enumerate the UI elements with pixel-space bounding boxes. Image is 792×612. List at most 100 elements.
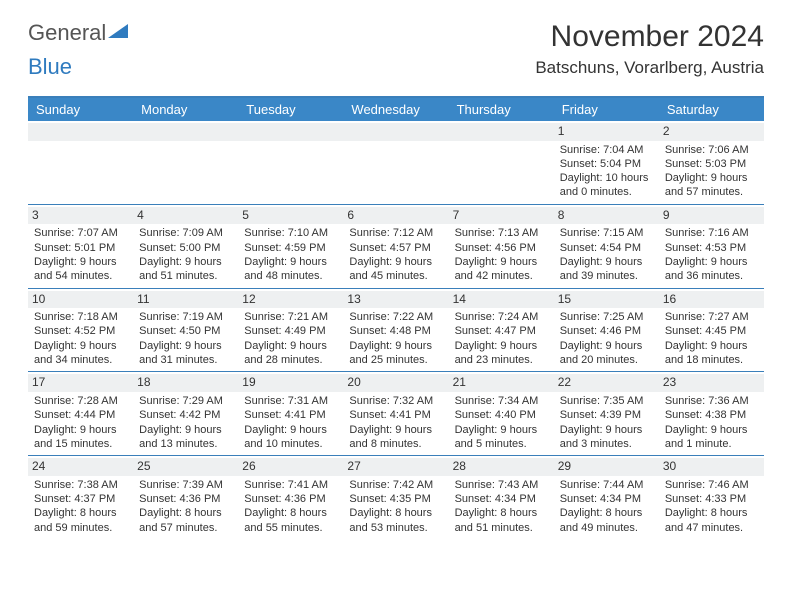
month-title: November 2024 — [535, 20, 764, 54]
day-cell: 6Sunrise: 7:12 AMSunset: 4:57 PMDaylight… — [343, 205, 448, 288]
sunrise-text: Sunrise: 7:12 AM — [349, 226, 442, 240]
daylight-text: Daylight: 9 hours and 54 minutes. — [34, 255, 127, 284]
day-number: 30 — [659, 458, 764, 476]
daylight-text: Daylight: 9 hours and 18 minutes. — [665, 339, 758, 368]
sunrise-text: Sunrise: 7:25 AM — [560, 310, 653, 324]
sunrise-text: Sunrise: 7:38 AM — [34, 478, 127, 492]
day-number: 21 — [449, 374, 554, 392]
day-number: 3 — [28, 207, 133, 225]
day-number: 18 — [133, 374, 238, 392]
calendar: Sunday Monday Tuesday Wednesday Thursday… — [28, 96, 764, 539]
daylight-text: Daylight: 9 hours and 31 minutes. — [139, 339, 232, 368]
day-cell — [28, 121, 133, 204]
sunset-text: Sunset: 4:52 PM — [34, 324, 127, 338]
sunset-text: Sunset: 4:48 PM — [349, 324, 442, 338]
daylight-text: Daylight: 9 hours and 28 minutes. — [244, 339, 337, 368]
sunrise-text: Sunrise: 7:10 AM — [244, 226, 337, 240]
sunset-text: Sunset: 4:36 PM — [244, 492, 337, 506]
sunset-text: Sunset: 4:54 PM — [560, 241, 653, 255]
day-cell: 22Sunrise: 7:35 AMSunset: 4:39 PMDayligh… — [554, 372, 659, 455]
day-number: 4 — [133, 207, 238, 225]
sunset-text: Sunset: 4:57 PM — [349, 241, 442, 255]
brand-triangle-icon — [108, 20, 128, 46]
sunset-text: Sunset: 4:56 PM — [455, 241, 548, 255]
sunrise-text: Sunrise: 7:32 AM — [349, 394, 442, 408]
day-number: 24 — [28, 458, 133, 476]
day-cell: 12Sunrise: 7:21 AMSunset: 4:49 PMDayligh… — [238, 289, 343, 372]
day-cell: 8Sunrise: 7:15 AMSunset: 4:54 PMDaylight… — [554, 205, 659, 288]
week-row: 3Sunrise: 7:07 AMSunset: 5:01 PMDaylight… — [28, 204, 764, 288]
daylight-text: Daylight: 9 hours and 20 minutes. — [560, 339, 653, 368]
sunset-text: Sunset: 4:38 PM — [665, 408, 758, 422]
daylight-text: Daylight: 9 hours and 57 minutes. — [665, 171, 758, 200]
sunset-text: Sunset: 5:01 PM — [34, 241, 127, 255]
day-number: 8 — [554, 207, 659, 225]
sunrise-text: Sunrise: 7:18 AM — [34, 310, 127, 324]
daylight-text: Daylight: 8 hours and 59 minutes. — [34, 506, 127, 535]
sunrise-text: Sunrise: 7:29 AM — [139, 394, 232, 408]
day-cell: 15Sunrise: 7:25 AMSunset: 4:46 PMDayligh… — [554, 289, 659, 372]
day-cell: 18Sunrise: 7:29 AMSunset: 4:42 PMDayligh… — [133, 372, 238, 455]
day-cell: 17Sunrise: 7:28 AMSunset: 4:44 PMDayligh… — [28, 372, 133, 455]
empty-day-bar — [133, 123, 238, 141]
empty-day-bar — [343, 123, 448, 141]
brand-part2: Blue — [28, 54, 764, 80]
day-cell: 16Sunrise: 7:27 AMSunset: 4:45 PMDayligh… — [659, 289, 764, 372]
brand-logo: General — [28, 20, 128, 46]
day-number: 27 — [343, 458, 448, 476]
day-cell: 7Sunrise: 7:13 AMSunset: 4:56 PMDaylight… — [449, 205, 554, 288]
day-cell: 13Sunrise: 7:22 AMSunset: 4:48 PMDayligh… — [343, 289, 448, 372]
sunset-text: Sunset: 4:41 PM — [244, 408, 337, 422]
daylight-text: Daylight: 9 hours and 10 minutes. — [244, 423, 337, 452]
day-number: 19 — [238, 374, 343, 392]
sunset-text: Sunset: 4:36 PM — [139, 492, 232, 506]
day-cell: 20Sunrise: 7:32 AMSunset: 4:41 PMDayligh… — [343, 372, 448, 455]
day-number: 11 — [133, 291, 238, 309]
day-number: 17 — [28, 374, 133, 392]
day-number: 20 — [343, 374, 448, 392]
daylight-text: Daylight: 9 hours and 45 minutes. — [349, 255, 442, 284]
day-number: 12 — [238, 291, 343, 309]
sunrise-text: Sunrise: 7:04 AM — [560, 143, 653, 157]
sunset-text: Sunset: 4:53 PM — [665, 241, 758, 255]
weekday-header: Monday — [133, 98, 238, 121]
daylight-text: Daylight: 9 hours and 5 minutes. — [455, 423, 548, 452]
sunrise-text: Sunrise: 7:41 AM — [244, 478, 337, 492]
day-cell: 25Sunrise: 7:39 AMSunset: 4:36 PMDayligh… — [133, 456, 238, 539]
day-number: 9 — [659, 207, 764, 225]
sunset-text: Sunset: 4:45 PM — [665, 324, 758, 338]
sunrise-text: Sunrise: 7:13 AM — [455, 226, 548, 240]
day-number: 25 — [133, 458, 238, 476]
day-cell: 27Sunrise: 7:42 AMSunset: 4:35 PMDayligh… — [343, 456, 448, 539]
day-cell: 9Sunrise: 7:16 AMSunset: 4:53 PMDaylight… — [659, 205, 764, 288]
day-number: 1 — [554, 123, 659, 141]
day-cell: 3Sunrise: 7:07 AMSunset: 5:01 PMDaylight… — [28, 205, 133, 288]
brand-part1: General — [28, 20, 106, 46]
daylight-text: Daylight: 8 hours and 51 minutes. — [455, 506, 548, 535]
week-row: 17Sunrise: 7:28 AMSunset: 4:44 PMDayligh… — [28, 371, 764, 455]
sunrise-text: Sunrise: 7:07 AM — [34, 226, 127, 240]
week-row: 1Sunrise: 7:04 AMSunset: 5:04 PMDaylight… — [28, 121, 764, 204]
day-cell: 28Sunrise: 7:43 AMSunset: 4:34 PMDayligh… — [449, 456, 554, 539]
sunrise-text: Sunrise: 7:28 AM — [34, 394, 127, 408]
sunrise-text: Sunrise: 7:24 AM — [455, 310, 548, 324]
day-number: 2 — [659, 123, 764, 141]
sunrise-text: Sunrise: 7:46 AM — [665, 478, 758, 492]
sunrise-text: Sunrise: 7:35 AM — [560, 394, 653, 408]
day-cell — [343, 121, 448, 204]
weekday-header: Tuesday — [238, 98, 343, 121]
day-number: 23 — [659, 374, 764, 392]
weekday-header: Thursday — [449, 98, 554, 121]
sunset-text: Sunset: 4:42 PM — [139, 408, 232, 422]
day-number: 14 — [449, 291, 554, 309]
sunrise-text: Sunrise: 7:22 AM — [349, 310, 442, 324]
day-cell: 29Sunrise: 7:44 AMSunset: 4:34 PMDayligh… — [554, 456, 659, 539]
day-cell: 21Sunrise: 7:34 AMSunset: 4:40 PMDayligh… — [449, 372, 554, 455]
sunrise-text: Sunrise: 7:36 AM — [665, 394, 758, 408]
sunrise-text: Sunrise: 7:09 AM — [139, 226, 232, 240]
day-cell: 2Sunrise: 7:06 AMSunset: 5:03 PMDaylight… — [659, 121, 764, 204]
day-number: 26 — [238, 458, 343, 476]
weekday-header-row: Sunday Monday Tuesday Wednesday Thursday… — [28, 98, 764, 121]
weekday-header: Wednesday — [343, 98, 448, 121]
day-cell — [449, 121, 554, 204]
